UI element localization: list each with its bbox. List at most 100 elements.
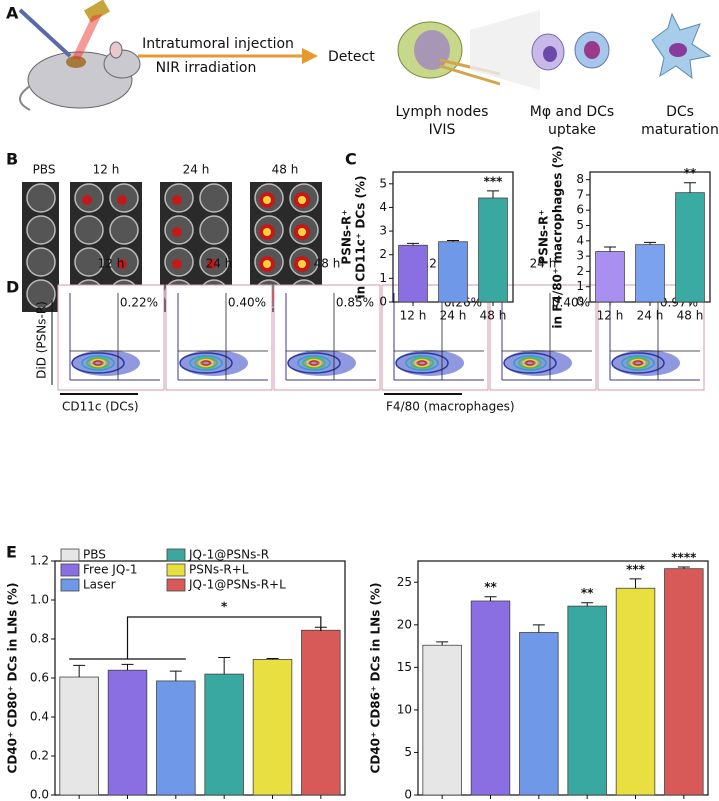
- error-bar: [266, 658, 279, 660]
- step-label: IVIS: [429, 122, 456, 138]
- step-label: uptake: [548, 122, 596, 138]
- ivis-signal: [172, 195, 182, 205]
- ivis-signal: [172, 227, 182, 237]
- flow-contour: [621, 355, 655, 371]
- y-tick-label: 0.4: [30, 710, 49, 724]
- flow-contour: [297, 355, 331, 371]
- flow-contour: [518, 357, 542, 369]
- error-bar: [407, 242, 419, 246]
- error-bar: [629, 578, 642, 589]
- error-bar: [604, 246, 616, 252]
- flow-contour: [630, 358, 646, 368]
- y-axis-label: CD40⁺ CD86⁺ DCs in LNs (%): [369, 583, 383, 774]
- flow-contour: [189, 355, 223, 371]
- bar: [107, 669, 148, 796]
- ivis-well: [26, 247, 56, 277]
- chart-frame: [417, 560, 709, 796]
- y-tick-label: 5: [576, 218, 584, 232]
- x-tick-label: 12 h: [400, 309, 427, 323]
- y-tick-label: 15: [397, 660, 412, 674]
- y-tick-label: 0.0: [30, 788, 49, 801]
- flow-contour: [93, 360, 103, 366]
- arrow-text: NIR irradiation: [156, 60, 257, 76]
- bar: [519, 632, 559, 796]
- column-label: PBS: [33, 163, 56, 177]
- y-tick-label: 2: [576, 264, 584, 278]
- error-bar: [684, 182, 696, 193]
- x-tick-label: 24 h: [637, 309, 664, 323]
- y-tick-label: 1: [379, 271, 387, 285]
- ivis-signal: [117, 259, 127, 269]
- legend-label: Laser: [83, 578, 116, 592]
- ivis-well: [26, 279, 56, 309]
- y-tick-label: 0: [404, 788, 412, 801]
- legend-swatch: [60, 563, 80, 577]
- flow-contour: [633, 360, 643, 366]
- detect-text: Detect: [328, 49, 375, 65]
- y-tick-label: 3: [576, 249, 584, 263]
- legend-swatch: [166, 563, 186, 577]
- significance: **: [581, 586, 594, 600]
- legend-swatch: [60, 578, 80, 592]
- legend-label: JQ-1@PSNs-R: [188, 548, 269, 562]
- significance: **: [484, 580, 497, 594]
- flow-contour: [410, 357, 434, 369]
- panel-label: D: [6, 278, 19, 297]
- flow-percent: 0.22%: [120, 296, 158, 310]
- ivis-signal: [298, 196, 306, 204]
- y-axis-label: in F4/80⁺ macrophages (%): [551, 145, 565, 328]
- ivis-well: [26, 183, 56, 213]
- flow-contour: [309, 360, 319, 366]
- y-tick-label: 4: [576, 233, 584, 247]
- y-tick-label: 5: [379, 176, 387, 190]
- step-label: Lymph nodes: [396, 104, 489, 120]
- significance: **: [684, 166, 697, 180]
- ivis-signal: [263, 196, 271, 204]
- flow-y-label: DiD (PSNs-R): [35, 301, 49, 379]
- flow-contour: [525, 360, 535, 366]
- y-tick-label: 1.2: [30, 554, 49, 568]
- flow-time-label: 24 h: [530, 257, 557, 271]
- ivis-signal: [207, 259, 217, 269]
- ivis-signal: [263, 260, 271, 268]
- error-bar: [218, 657, 231, 675]
- bar: [470, 600, 511, 796]
- ivis-signal: [117, 195, 127, 205]
- flow-percent: 0.40%: [228, 296, 266, 310]
- legend-swatch: [166, 548, 186, 562]
- x-tick-label: 48 h: [480, 309, 507, 323]
- flow-contour: [302, 357, 326, 369]
- y-tick-label: 8: [576, 172, 584, 186]
- flow-contour: [503, 352, 557, 374]
- panel-label: A: [6, 4, 19, 23]
- flow-contour: [179, 352, 233, 374]
- flow-contour: [611, 352, 665, 374]
- flow-contour: [90, 358, 106, 368]
- flow-time-label: 48 h: [314, 257, 341, 271]
- ivis-signal: [263, 228, 271, 236]
- y-tick-label: 25: [397, 575, 412, 589]
- error-bar: [581, 602, 594, 607]
- y-tick-label: 4: [379, 200, 387, 214]
- y-axis-label: PSNs-R⁺: [537, 209, 551, 264]
- ivis-signal: [298, 228, 306, 236]
- bar: [635, 244, 665, 303]
- significance: ***: [484, 174, 504, 188]
- step-label: Mφ and DCs: [530, 104, 614, 120]
- ivis-well: [199, 183, 229, 213]
- bar: [204, 673, 244, 796]
- flow-contour: [405, 355, 439, 371]
- y-tick-label: 0.2: [30, 749, 49, 763]
- error-bar: [436, 641, 449, 646]
- flow-contour: [198, 358, 214, 368]
- flow-contour: [414, 358, 430, 368]
- ivis-well: [74, 247, 104, 277]
- flow-contour: [86, 357, 110, 369]
- error-bar: [447, 240, 459, 242]
- x-tick-label: 48 h: [677, 309, 704, 323]
- legend-label: JQ-1@PSNs-R+L: [188, 578, 286, 592]
- ivis-well: [199, 215, 229, 245]
- legend-swatch: [60, 548, 80, 562]
- panel-label: C: [345, 150, 357, 169]
